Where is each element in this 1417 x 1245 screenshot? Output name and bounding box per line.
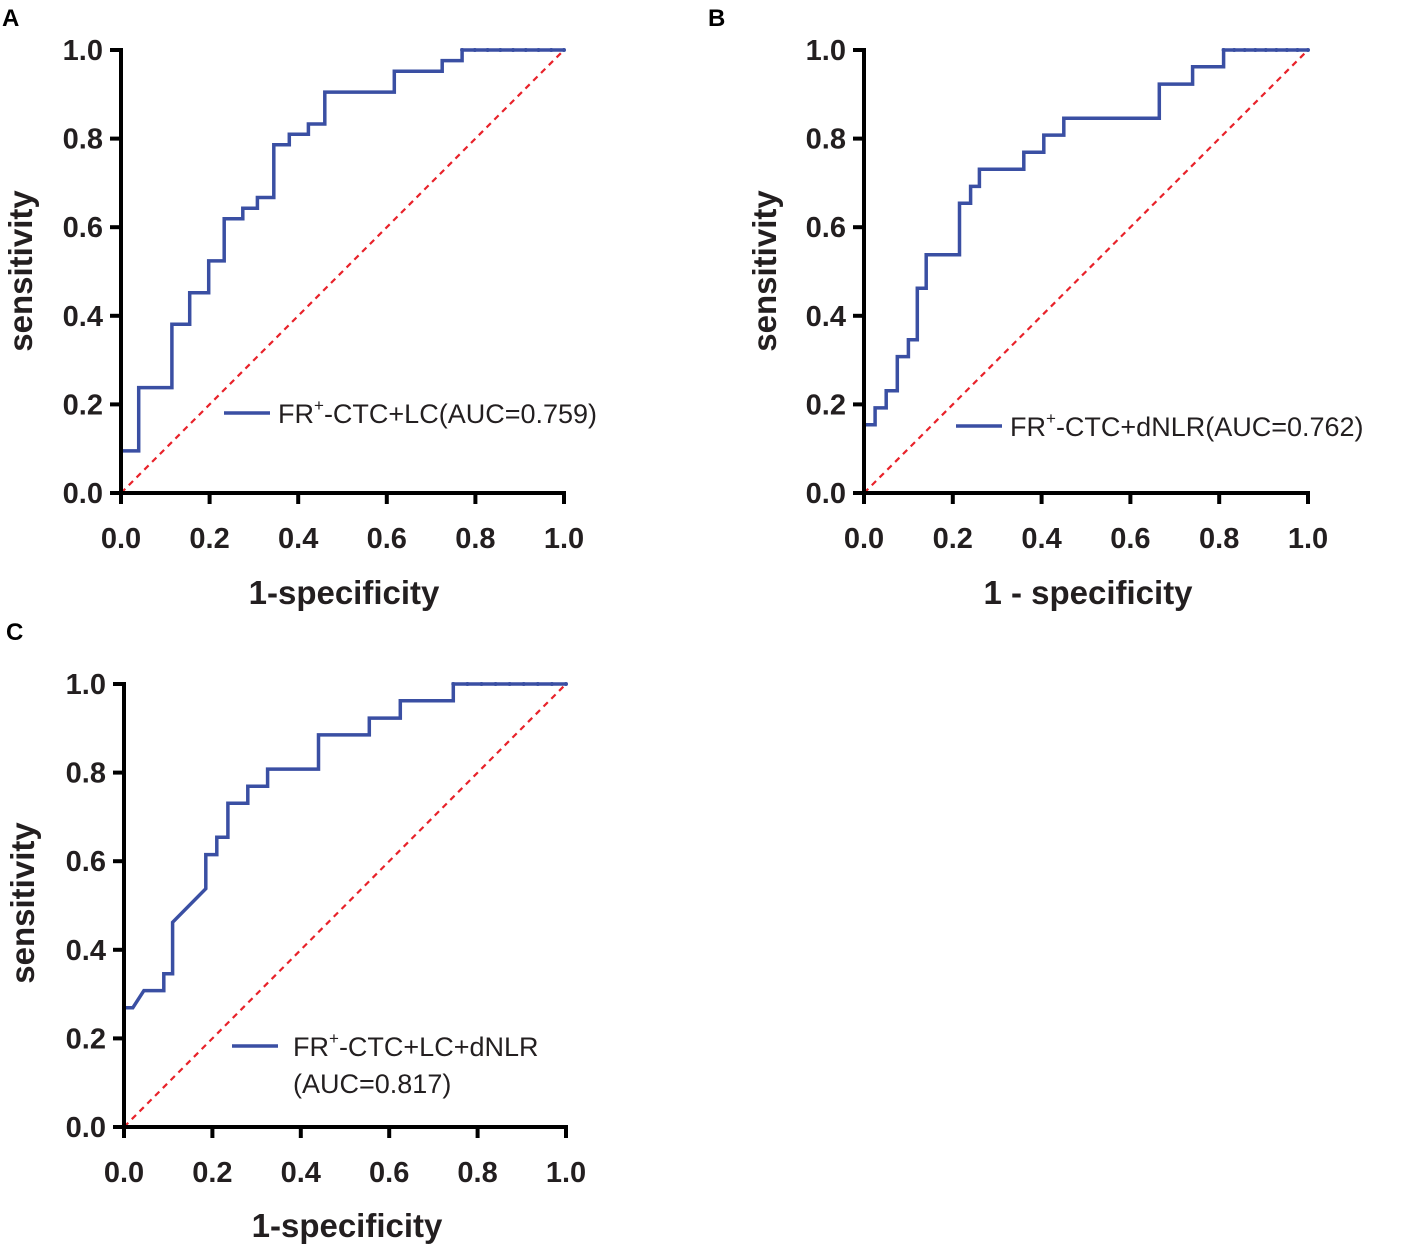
y-tick-label: 0.6: [66, 846, 106, 878]
roc-curve-line: [862, 48, 1308, 493]
y-tick-label: 1.0: [66, 669, 106, 701]
roc-point: [451, 682, 456, 686]
y-axis-title: sensitivity: [746, 190, 783, 352]
x-tick-label: 1.0: [546, 1157, 586, 1189]
x-axis-title: 1-specificity: [252, 1207, 443, 1244]
legend: FR+-CTC+LC+dNLR (AUC=0.817): [232, 1029, 539, 1099]
y-tick-label: 0.2: [63, 389, 103, 421]
roc-point: [1242, 48, 1247, 52]
y-tick-label: 0.0: [63, 478, 103, 510]
legend-label: FR+-CTC+dNLR(AUC=0.762): [1010, 409, 1364, 442]
x-tick-label: 0.8: [455, 523, 495, 555]
x-tick-label: 0.4: [1021, 523, 1061, 555]
y-tick-label: 1.0: [806, 35, 846, 67]
x-tick-label: 1.0: [1288, 523, 1328, 555]
legend-label: FR+-CTC+LC(AUC=0.759): [278, 396, 597, 429]
roc-point: [498, 48, 503, 52]
roc-point: [1232, 48, 1237, 52]
legend-prefix: FR: [293, 1032, 329, 1062]
x-tick-label: 0.4: [278, 523, 318, 555]
y-axis-title: sensitivity: [2, 190, 39, 352]
roc-point: [493, 682, 498, 686]
roc-point: [562, 48, 566, 52]
panel-b: B sensitivity 1 - specificity FR+-CTC+dN…: [708, 5, 1364, 611]
roc-curve-line: [119, 48, 564, 493]
roc-point: [1284, 48, 1289, 52]
legend-suffix: -CTC+LC(AUC=0.759): [324, 399, 597, 429]
y-tick-label: 0.2: [806, 389, 846, 421]
roc-point: [465, 682, 470, 686]
roc-curve-line: [122, 682, 566, 1127]
roc-point: [549, 48, 554, 52]
y-tick-label: 1.0: [63, 35, 103, 67]
roc-point: [536, 48, 541, 52]
reference-diagonal-line: [863, 49, 1309, 494]
panel-c: C sensitivity 1-specificity FR+-CTC+LC+d…: [4, 619, 586, 1244]
panel-a: A sensitivity 1-specificity FR+-CTC+LC(A…: [2, 5, 597, 611]
legend-superscript: +: [314, 396, 324, 415]
legend-label: FR+-CTC+LC+dNLR: [293, 1029, 539, 1062]
roc-point: [1306, 48, 1310, 52]
panel-letter-c: C: [6, 619, 23, 646]
roc-point: [1295, 48, 1300, 52]
legend-suffix: -CTC+dNLR(AUC=0.762): [1056, 412, 1364, 442]
roc-point: [523, 48, 528, 52]
x-tick-label: 0.2: [189, 523, 229, 555]
panel-letter-b: B: [708, 5, 725, 32]
x-tick-label: 0.0: [101, 523, 141, 555]
legend-superscript: +: [329, 1029, 339, 1048]
x-axis-title: 1 - specificity: [983, 574, 1193, 611]
x-tick-label: 0.6: [1110, 523, 1150, 555]
x-tick-label: 0.8: [457, 1157, 497, 1189]
x-tick-label: 0.2: [192, 1157, 232, 1189]
x-tick-label: 0.8: [1199, 523, 1239, 555]
roc-point: [485, 48, 490, 52]
legend-prefix: FR: [278, 399, 314, 429]
x-tick-label: 0.0: [844, 523, 884, 555]
roc-point: [472, 48, 477, 52]
roc-point: [564, 682, 568, 686]
roc-point: [511, 48, 516, 52]
roc-point: [1253, 48, 1258, 52]
x-tick-label: 0.6: [369, 1157, 409, 1189]
reference-diagonal-line: [123, 683, 567, 1128]
legend-prefix: FR: [1010, 412, 1046, 442]
y-axis-title: sensitivity: [4, 822, 41, 984]
x-tick-label: 0.2: [933, 523, 973, 555]
y-tick-label: 0.4: [63, 301, 103, 333]
y-tick-label: 0.8: [66, 758, 106, 790]
x-tick-label: 0.0: [104, 1157, 144, 1189]
legend: FR+-CTC+LC(AUC=0.759): [224, 396, 597, 429]
y-tick-label: 0.2: [66, 1023, 106, 1055]
roc-point: [1274, 48, 1279, 52]
roc-point: [1221, 48, 1226, 52]
legend-superscript: +: [1046, 409, 1056, 428]
roc-point: [479, 682, 484, 686]
y-tick-label: 0.8: [63, 124, 103, 156]
y-tick-label: 0.0: [806, 478, 846, 510]
x-tick-label: 1.0: [544, 523, 584, 555]
legend-suffix: -CTC+LC+dNLR: [339, 1032, 539, 1062]
roc-point: [535, 682, 540, 686]
roc-point: [507, 682, 512, 686]
roc-point: [521, 682, 526, 686]
roc-point: [460, 48, 465, 52]
roc-point: [1263, 48, 1268, 52]
x-tick-label: 0.6: [367, 523, 407, 555]
y-tick-label: 0.4: [66, 935, 106, 967]
y-tick-label: 0.8: [806, 124, 846, 156]
y-tick-label: 0.6: [806, 212, 846, 244]
reference-diagonal-line: [120, 49, 565, 494]
y-tick-label: 0.6: [63, 212, 103, 244]
y-tick-label: 0.0: [66, 1112, 106, 1144]
legend-label-line2: (AUC=0.817): [293, 1069, 451, 1099]
x-axis-title: 1-specificity: [249, 574, 440, 611]
panel-letter-a: A: [2, 5, 19, 32]
roc-point: [549, 682, 554, 686]
legend: FR+-CTC+dNLR(AUC=0.762): [956, 409, 1364, 442]
y-tick-label: 0.4: [806, 301, 846, 333]
x-tick-label: 0.4: [281, 1157, 321, 1189]
